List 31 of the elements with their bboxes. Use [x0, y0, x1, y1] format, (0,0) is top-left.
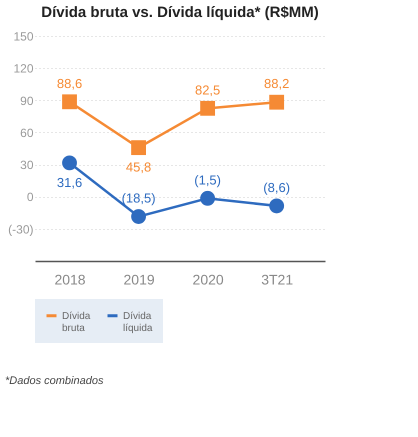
- x-tick-label: 3T21: [261, 272, 294, 288]
- x-tick-label: 2020: [192, 272, 224, 288]
- data-label: (18,5): [122, 190, 156, 206]
- point: [131, 209, 146, 224]
- point: [269, 198, 284, 214]
- y-tick-label: 60: [20, 126, 34, 140]
- point: [200, 190, 216, 206]
- y-tick-label: 0: [26, 190, 34, 204]
- text: *Dados combinados: [5, 375, 104, 387]
- data-label: 31,6: [56, 174, 82, 190]
- data-label: 88,2: [264, 76, 290, 92]
- x-tick-label: 2018: [54, 272, 86, 288]
- x-tick-label: 2019: [123, 272, 155, 288]
- y-tick-label: (-30): [8, 222, 34, 236]
- point: [269, 94, 284, 110]
- data-label: (1,5): [194, 172, 221, 188]
- point: [131, 140, 146, 156]
- y-tick-label: 30: [20, 158, 34, 172]
- point: [200, 100, 216, 116]
- y-tick-label: 90: [20, 94, 34, 108]
- data-label: (8,6): [263, 180, 290, 195]
- y-tick-label: 150: [13, 30, 34, 44]
- legend-label: Dívida bruta: [62, 310, 91, 334]
- data-label: 45,8: [126, 160, 152, 175]
- chart-title: Dívida bruta vs. Dívida líquida* (R$MM): [41, 4, 319, 21]
- y-tick-label: 120: [13, 62, 34, 76]
- legend-label: Dívida líquida: [123, 310, 153, 334]
- point: [62, 155, 77, 170]
- data-label: 88,6: [56, 76, 82, 91]
- data-label: 82,5: [194, 82, 220, 98]
- point: [62, 94, 77, 110]
